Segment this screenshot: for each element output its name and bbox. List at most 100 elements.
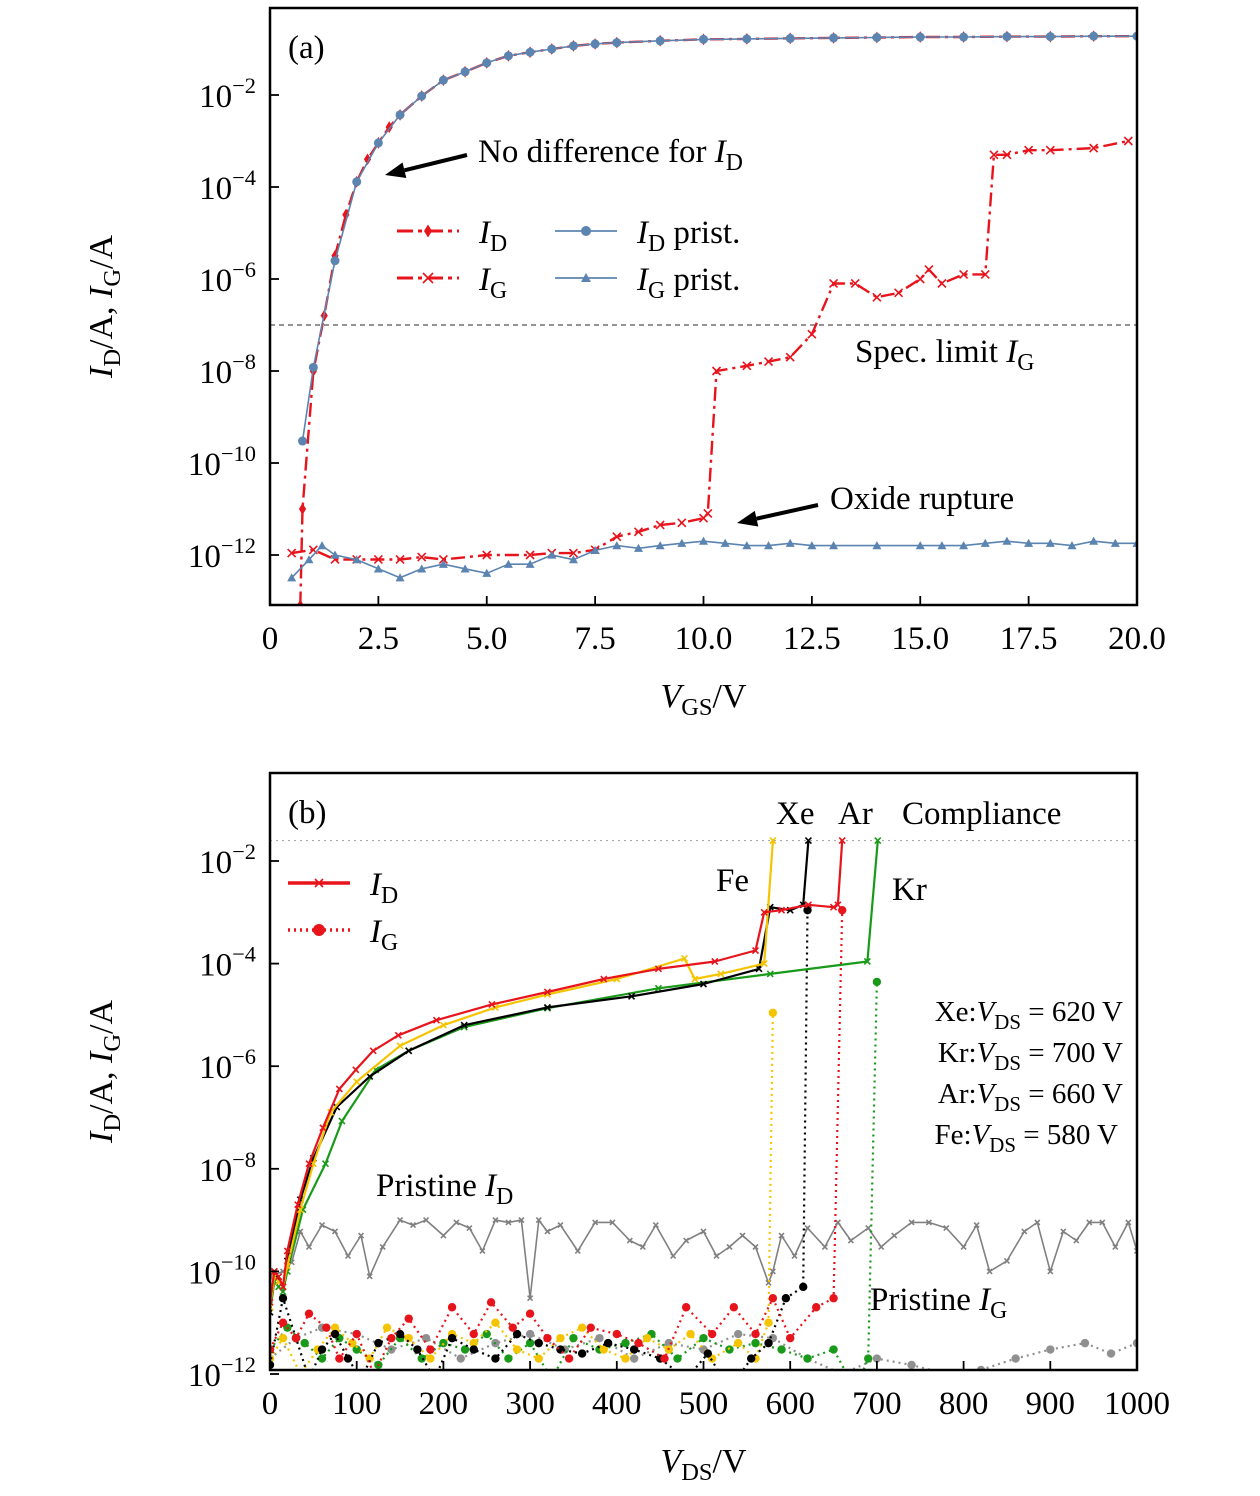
data-point [479,1247,486,1255]
data-point [366,1072,374,1081]
y-tick-base: 10 [199,263,232,299]
data-point [568,555,578,564]
legend-label: ID [478,215,507,257]
legend-label: IG [369,914,398,956]
data-point [639,1243,646,1250]
data-point [460,564,470,573]
data-point [491,1354,500,1363]
annotation-no-difference-part: D [726,150,743,176]
data-point [812,1303,821,1312]
y-tick-exponent: −2 [232,73,256,98]
data-point [283,1247,291,1255]
arrow-oxide-rupture-shaft [756,503,819,521]
data-point [655,36,665,46]
data-point [781,1294,791,1303]
x-tick-label: 15.0 [891,621,949,657]
data-point [1112,1243,1119,1250]
data-point [807,329,817,339]
y-axis-label-part: I [83,1130,120,1144]
data-point [422,1217,430,1224]
data-point [482,1329,491,1339]
data-point [343,1354,353,1363]
data-point [959,541,969,550]
data-point [504,1354,513,1363]
data-point [417,1354,426,1363]
data-point [592,1219,599,1226]
data-point [803,1354,812,1363]
annotation-fe-vds: Fe:VDS = 580 V [935,1119,1119,1157]
data-point [1045,145,1055,155]
series-line [270,981,878,1370]
legend-marker [581,273,591,282]
data-point [655,541,665,550]
data-point [395,573,405,582]
series-line [270,1326,1137,1370]
data-point [683,1237,690,1244]
series-line [299,35,1137,605]
data-point [317,1345,327,1354]
data-point [1002,150,1012,160]
data-point [547,550,557,559]
series-fe-id [270,837,777,1311]
data-point [557,1222,564,1229]
data-point [765,1279,772,1286]
data-point [344,1252,352,1260]
legend-label-part: I [636,262,650,298]
data-point [404,1314,413,1323]
annotation-ar-part: Ar [838,796,873,832]
annotation-ar-vds-part: V [977,1078,998,1110]
data-point [373,564,383,573]
annotation-ar-vds-part: DS [994,1092,1021,1116]
data-point [338,1117,346,1125]
y-tick-exponent: −4 [232,942,256,967]
annotation-compliance: Compliance [902,796,1061,832]
data-point [959,269,969,279]
data-point [603,1338,613,1348]
data-point [590,39,600,49]
data-point [764,1318,773,1327]
data-point [305,1160,313,1168]
data-point [543,988,552,996]
data-point [482,568,492,577]
y-tick-label: 10−10 [188,441,256,483]
data-point [543,1003,552,1011]
y-tick-base: 10 [188,1255,221,1291]
data-point [799,1282,808,1292]
series-line [270,910,844,1370]
x-axis-label: VGS/V [660,678,747,721]
data-point [469,1338,478,1348]
data-point [486,1298,496,1307]
data-point [460,67,470,77]
data-point [525,559,535,568]
legend-label: ID prist. [636,215,740,257]
data-point [660,1354,669,1363]
data-point [980,269,990,279]
data-point [752,1243,759,1250]
data-point [357,1232,365,1239]
data-point [426,1345,435,1354]
annotation-kr-vds-part: = 700 V [1021,1037,1123,1069]
y-axis-label-part: /A, [83,298,120,349]
annotation-kr: Kr [892,872,927,908]
data-point [1089,143,1099,153]
data-point [586,1323,595,1332]
data-point [363,153,372,166]
data-point [768,1294,778,1303]
data-point [460,1021,468,1029]
data-point [791,1252,798,1260]
data-point [733,1338,743,1348]
data-point [1003,1257,1011,1264]
data-point [1024,145,1034,155]
series-0 [297,30,1137,605]
data-point [535,1217,542,1224]
data-point [777,1345,786,1354]
data-point [395,110,405,120]
data-point [304,555,314,564]
data-point [733,1329,743,1339]
annotation-pristine-ig-part: G [990,1298,1007,1324]
data-point [404,1333,413,1343]
data-point [634,1338,643,1348]
series-3 [287,536,1137,582]
data-point [807,541,817,550]
annotation-xe-vds-part: Xe: [935,996,977,1028]
